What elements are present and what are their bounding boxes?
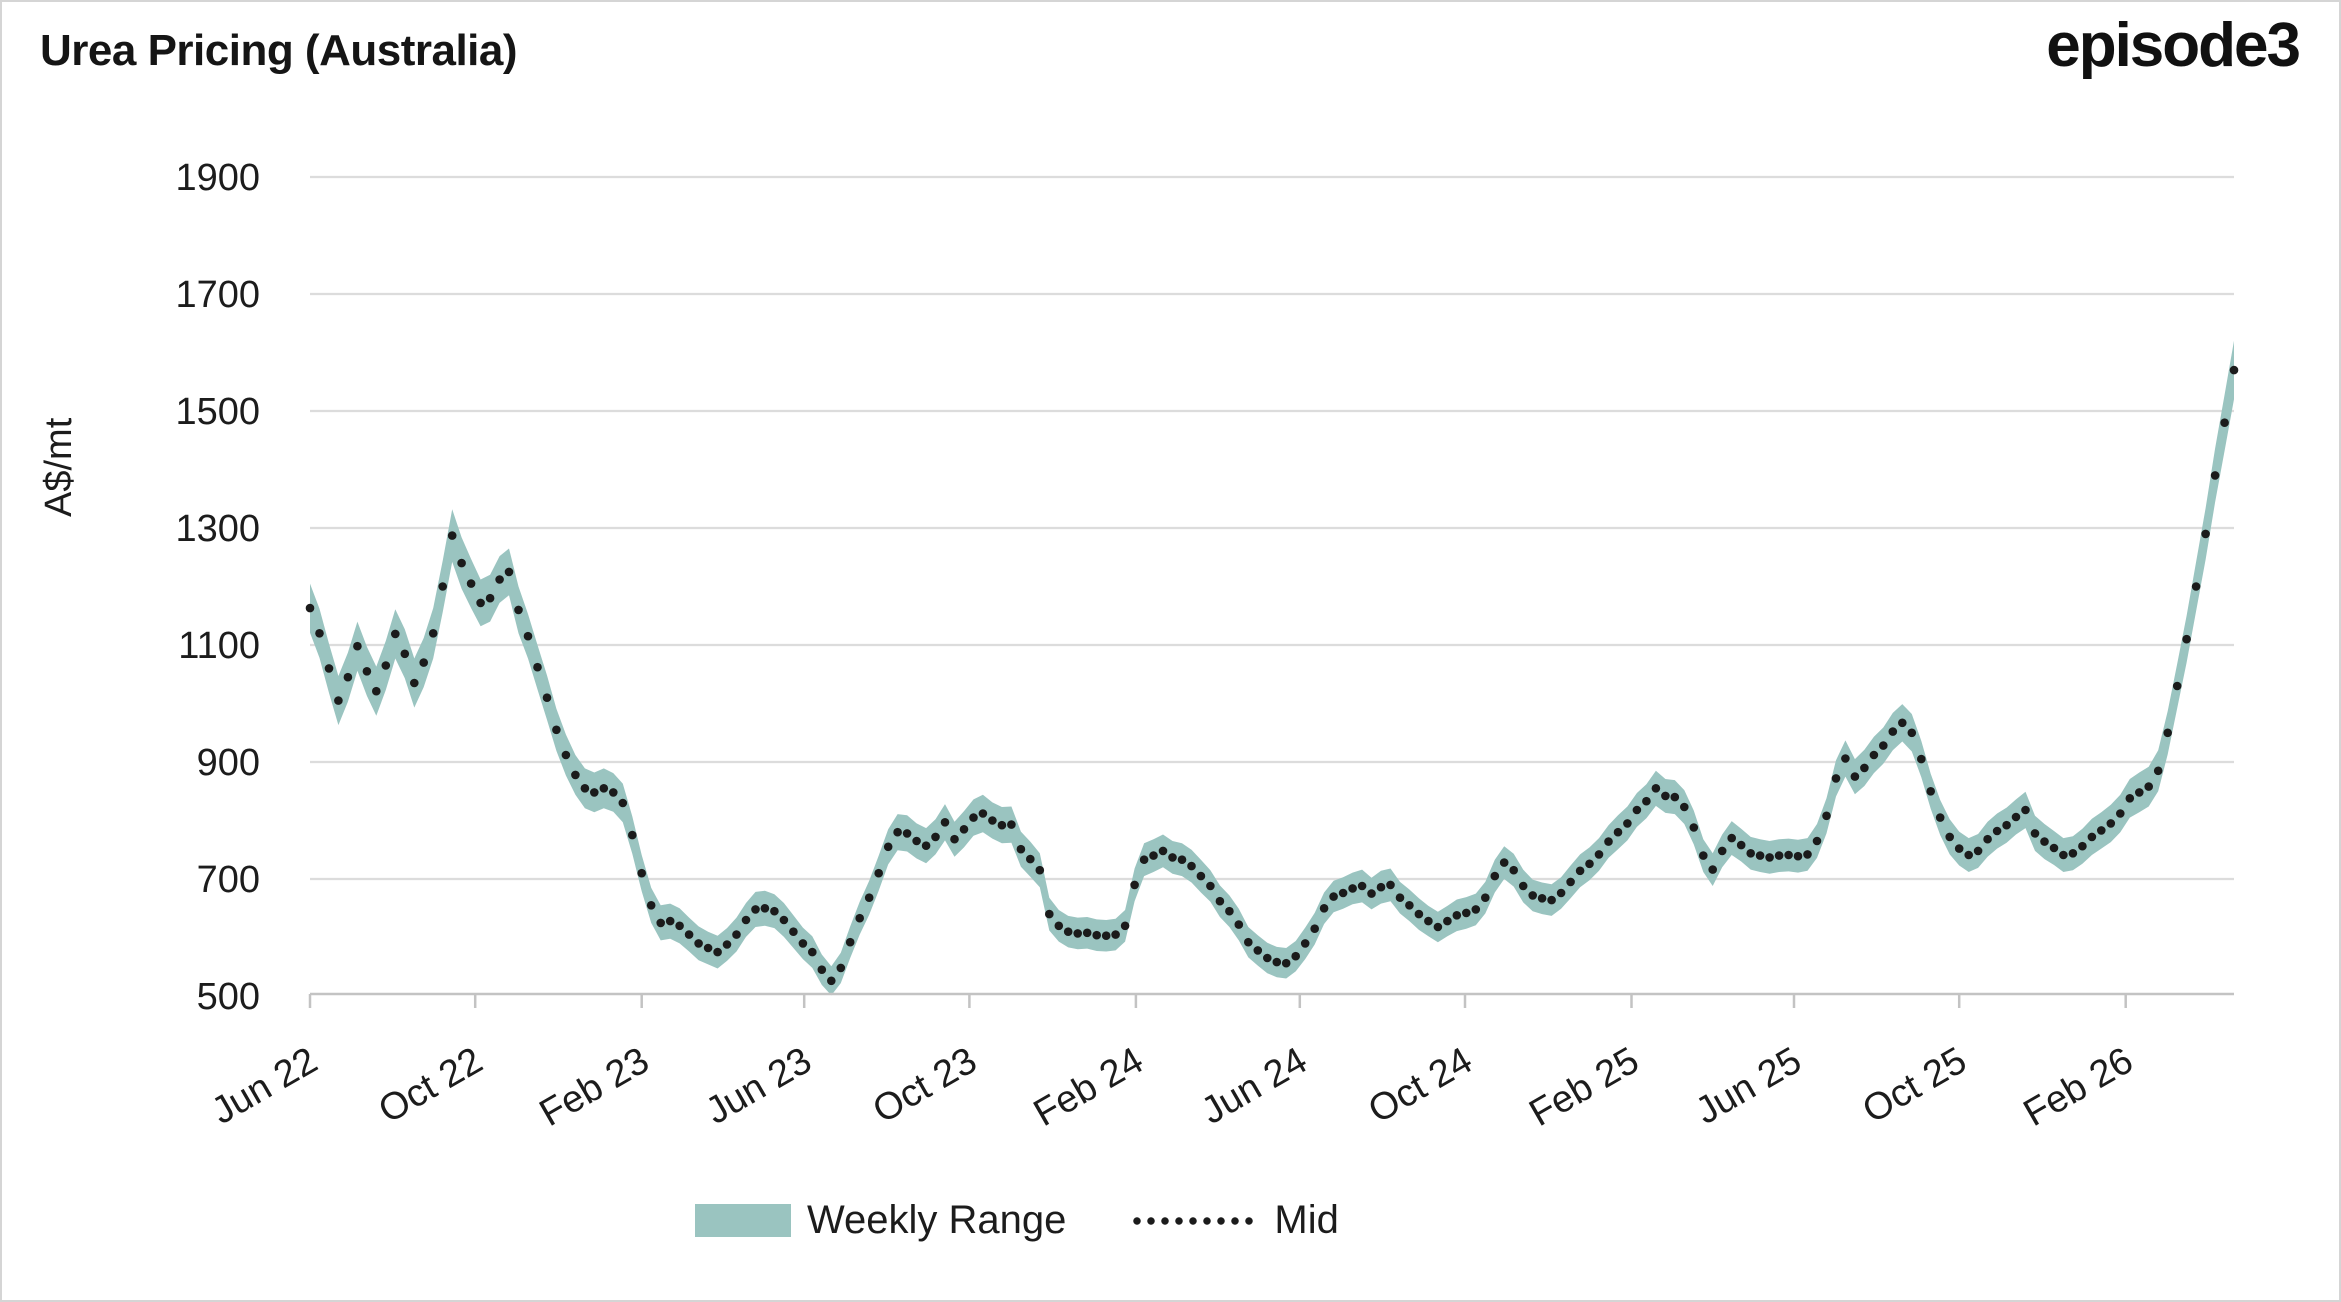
x-tick-label: Oct 22	[372, 1039, 490, 1131]
y-tick-label: 1900	[175, 157, 260, 199]
x-tick-label: Oct 25	[1856, 1039, 1974, 1131]
y-axis-labels: 500 700 900 1100 1300 1500 1700 1900	[175, 157, 260, 1018]
x-tick-label: Oct 23	[866, 1039, 984, 1131]
x-tick-label: Jun 22	[205, 1039, 325, 1132]
y-gridlines	[310, 175, 2234, 881]
x-tick-label: Oct 24	[1362, 1039, 1480, 1131]
mid-dotted-line-icon	[1130, 1215, 1257, 1226]
y-tick-label: 1500	[175, 391, 260, 433]
episode3-logo: episode3	[2046, 11, 2301, 80]
y-tick-label: 1700	[175, 274, 260, 316]
x-tick-label: Jun 23	[699, 1039, 819, 1132]
legend: Weekly Range Mid	[695, 1198, 1339, 1243]
y-tick-label: 700	[197, 859, 260, 901]
y-tick-label: 1300	[175, 508, 260, 550]
x-tick-label: Jun 24	[1194, 1039, 1314, 1132]
x-tick-label: Feb 24	[1027, 1039, 1150, 1135]
legend-weekly-range-label: Weekly Range	[807, 1198, 1067, 1242]
weekly-range-swatch-icon	[695, 1204, 791, 1237]
mid-dotted-line	[305, 365, 2239, 986]
x-tick-label: Jun 25	[1689, 1039, 1809, 1132]
y-tick-label: 1100	[178, 625, 260, 667]
weekly-range-band	[310, 340, 2234, 996]
page-title: Urea Pricing (Australia)	[40, 26, 518, 75]
x-tick-label: Feb 23	[533, 1039, 656, 1135]
x-tick-label: Feb 26	[2017, 1039, 2140, 1135]
x-axis-ticks-and-labels: Jun 22 Oct 22 Feb 23 Jun 23 Oct 23 Feb 24 Jun …	[205, 994, 2140, 1135]
y-tick-label: 900	[197, 742, 260, 784]
legend-mid-label: Mid	[1274, 1198, 1339, 1242]
y-tick-label: 500	[197, 976, 260, 1018]
x-tick-label: Feb 25	[1523, 1039, 1646, 1135]
